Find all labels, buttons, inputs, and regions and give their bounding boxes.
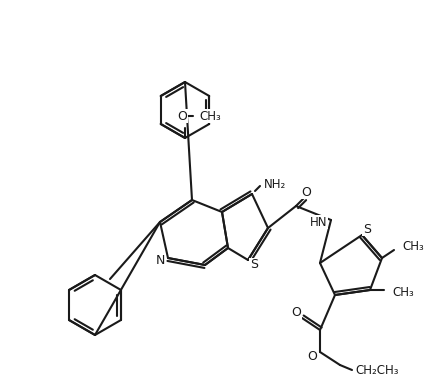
Text: O: O [291, 307, 301, 319]
Text: CH₃: CH₃ [402, 240, 424, 252]
Text: CH₃: CH₃ [199, 109, 221, 123]
Text: CH₃: CH₃ [392, 285, 414, 298]
Text: CH₂CH₃: CH₂CH₃ [355, 363, 399, 376]
Text: N: N [155, 254, 165, 267]
Text: S: S [363, 223, 371, 236]
Text: NH₂: NH₂ [264, 178, 286, 191]
Text: O: O [307, 350, 317, 363]
Text: HN: HN [309, 216, 327, 229]
Text: O: O [177, 109, 187, 123]
Text: O: O [301, 185, 311, 198]
Text: S: S [250, 258, 258, 272]
